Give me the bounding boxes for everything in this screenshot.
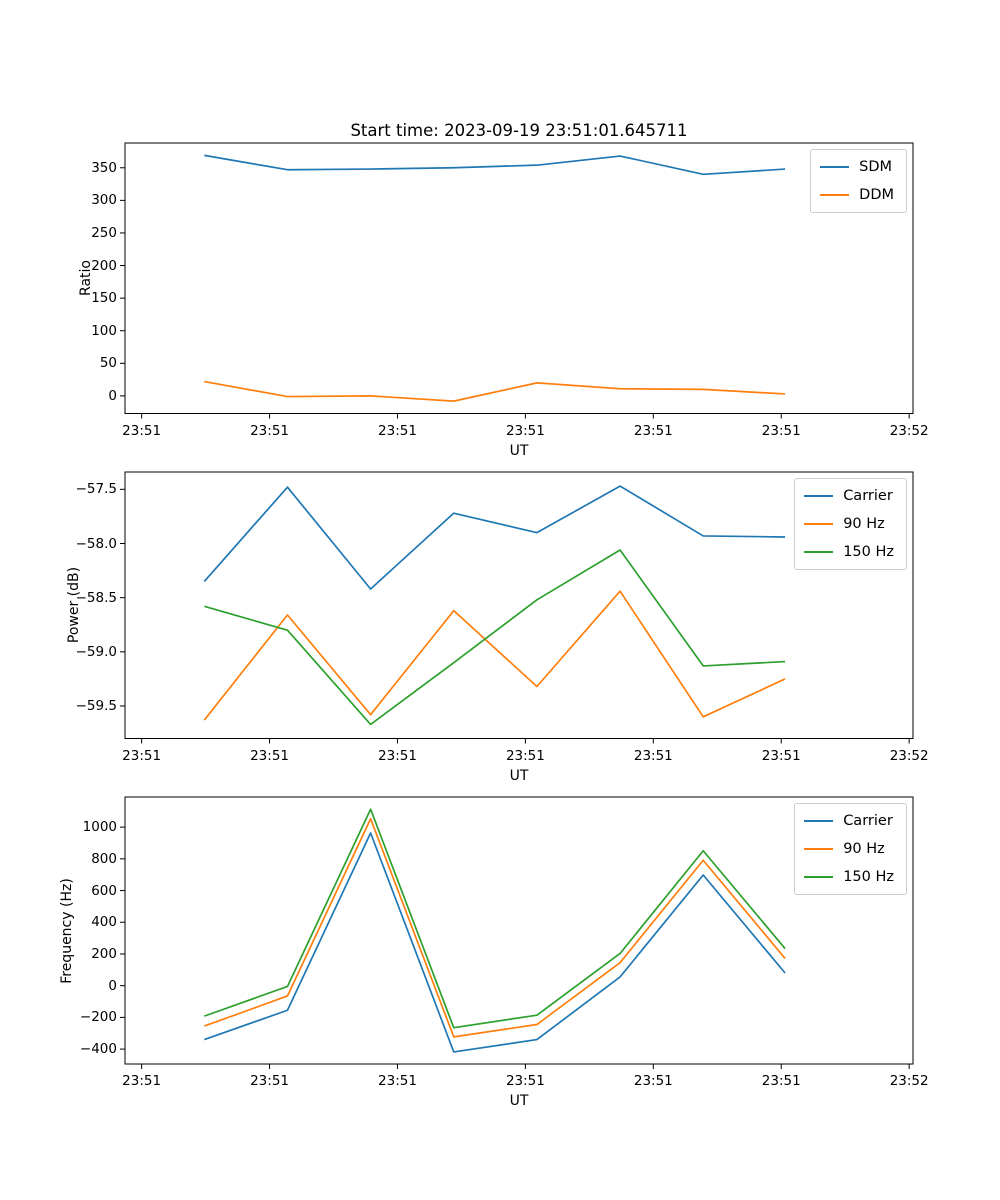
ratio-plot-y-tick-label: 250	[91, 224, 117, 241]
frequency-plot-x-tick-label: 23:51	[250, 1073, 289, 1089]
frequency-plot-y-tick-label: 400	[91, 914, 117, 931]
frequency-plot-y-tick-label: −400	[79, 1041, 117, 1058]
150-hz-line-icon	[804, 876, 834, 878]
frequency-plot-legend-label: Carrier	[843, 813, 893, 829]
power-plot-y-tick-label: −58.0	[75, 535, 117, 552]
power-plot-x-tick-label: 23:51	[250, 747, 289, 764]
frequency-plot-legend-label: 150 Hz	[843, 869, 894, 885]
carrier-line-icon	[804, 820, 834, 822]
ratio-plot-y-tick-label: 150	[91, 290, 117, 307]
power-plot-ylabel: Power (dB)	[66, 567, 82, 644]
sdm-line-icon	[820, 166, 850, 168]
power-plot-150-hz-line	[204, 549, 786, 726]
ratio-plot-y-tick-label: 200	[91, 257, 117, 274]
frequency-plot-y-tick-label: 1000	[82, 819, 117, 836]
frequency-plot-legend-item-90-hz: 90 Hz	[804, 835, 894, 863]
power-plot-xlabel: UT	[509, 767, 529, 784]
frequency-plot-legend-item-150-hz: 150 Hz	[804, 863, 894, 891]
ratio-plot-y-tick-label: 0	[108, 387, 117, 404]
power-plot-spines	[124, 471, 914, 739]
frequency-plot-legend-label: 90 Hz	[843, 841, 885, 857]
power-plot-y-tick-label: −57.5	[75, 481, 117, 498]
frequency-plot-x-tick-label: 23:52	[889, 1073, 929, 1089]
ratio-plot-x-tick-label: 23:51	[122, 422, 162, 439]
ratio-plot-x-tick-label: 23:51	[505, 422, 545, 439]
ratio-plot-legend-label: SDM	[859, 159, 893, 175]
ratio-plot-y-tick-label: 300	[91, 192, 117, 209]
power-plot-90-hz-line	[203, 590, 786, 721]
frequency-plot-y-tick-label: 200	[91, 945, 117, 962]
power-plot-legend-label: 150 Hz	[843, 544, 894, 560]
power-plot-carrier-line	[203, 485, 786, 590]
power-plot-y-tick-label: −59.0	[75, 643, 117, 660]
frequency-plot-y-tick-label: 0	[108, 977, 117, 994]
power-plot-x-tick-label: 23:51	[761, 747, 801, 764]
power-plot-legend-item-90-hz: 90 Hz	[804, 510, 894, 538]
ratio-plot-ylabel: Ratio	[78, 260, 94, 297]
frequency-plot-ylabel: Frequency (Hz)	[59, 877, 75, 984]
frequency-plot-y-tick-label: 600	[91, 882, 117, 899]
ratio-plot-x-tick-label: 23:52	[889, 422, 929, 439]
power-plot-legend-label: Carrier	[843, 488, 893, 504]
power-plot-legend-item-carrier: Carrier	[804, 482, 894, 510]
ratio-plot-legend-item-sdm: SDM	[820, 153, 894, 181]
frequency-plot-legend-item-carrier: Carrier	[804, 807, 894, 835]
power-plot-x-tick-label: 23:51	[122, 747, 162, 764]
ratio-plot-spines	[124, 142, 914, 414]
frequency-plot-x-tick-label: 23:51	[633, 1073, 673, 1089]
frequency-plot-legend: Carrier 90 Hz 150 Hz	[794, 803, 907, 895]
ratio-plot-x-tick-label: 23:51	[250, 422, 289, 439]
frequency-plot-x-tick-label: 23:51	[378, 1073, 417, 1089]
frequency-plot-spines	[124, 796, 914, 1065]
power-plot-x-tick-label: 23:51	[378, 747, 417, 764]
ratio-plot-x-tick-label: 23:51	[633, 422, 673, 439]
power-plot-legend: Carrier 90 Hz 150 Hz	[794, 478, 907, 570]
carrier-line-icon	[804, 495, 834, 497]
ratio-plot-x-tick-label: 23:51	[378, 422, 417, 439]
90-hz-line-icon	[804, 848, 834, 850]
figure-title: Start time: 2023-09-19 23:51:01.645711	[350, 121, 688, 140]
power-plot-x-tick-label: 23:51	[633, 747, 673, 764]
ratio-plot-y-tick-label: 100	[91, 322, 117, 339]
frequency-plot-y-tick-label: 800	[91, 850, 117, 867]
ratio-plot-y-tick-label: 50	[99, 355, 117, 372]
power-plot-legend-label: 90 Hz	[843, 516, 885, 532]
frequency-plot-90-hz-line	[204, 817, 786, 1038]
frequency-plot-x-tick-label: 23:51	[122, 1073, 162, 1089]
ratio-plot-legend: SDM DDM	[810, 149, 907, 213]
frequency-plot-carrier-line	[204, 832, 786, 1053]
power-plot-legend-item-150-hz: 150 Hz	[804, 538, 894, 566]
power-plot-x-tick-label: 23:51	[505, 747, 545, 764]
ddm-line-icon	[820, 194, 850, 196]
ratio-plot-xlabel: UT	[509, 442, 529, 459]
frequency-plot-150-hz-line	[204, 808, 786, 1029]
power-plot-x-tick-label: 23:52	[889, 747, 929, 764]
90-hz-line-icon	[804, 523, 834, 525]
power-plot-y-tick-label: −58.5	[75, 589, 117, 606]
frequency-plot-x-tick-label: 23:51	[505, 1073, 545, 1089]
150-hz-line-icon	[804, 551, 834, 553]
ratio-plot-x-tick-label: 23:51	[761, 422, 801, 439]
ratio-plot-legend-label: DDM	[859, 187, 894, 203]
ratio-plot-ddm-line	[204, 380, 786, 402]
ratio-plot-legend-item-ddm: DDM	[820, 181, 894, 209]
frequency-plot-x-tick-label: 23:51	[761, 1073, 801, 1089]
frequency-plot-y-tick-label: −200	[79, 1009, 117, 1026]
ratio-plot-sdm-line	[204, 154, 786, 176]
power-plot-y-tick-label: −59.5	[75, 698, 117, 714]
ratio-plot-y-tick-label: 350	[91, 159, 117, 176]
frequency-plot-xlabel: UT	[509, 1093, 529, 1109]
